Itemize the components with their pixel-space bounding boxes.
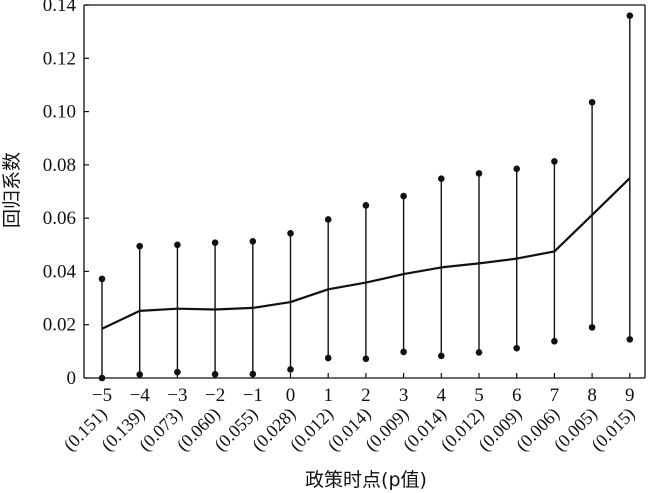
x-tick-label: −1: [243, 385, 263, 406]
upper-bound-point: [324, 216, 332, 223]
lower-bound-point: [475, 349, 483, 356]
lower-bound-point: [324, 354, 332, 362]
x-tick-label: −4: [130, 385, 151, 406]
x-tick-label: 1: [323, 385, 333, 406]
y-tick-label: 0.06: [43, 208, 76, 229]
upper-bound-point: [287, 230, 294, 237]
lower-bound-point: [400, 348, 407, 356]
upper-bound-point: [211, 239, 219, 246]
coefficient-line: [101, 177, 631, 330]
y-tick-label: 0.02: [43, 315, 76, 336]
lower-bound-point: [98, 374, 106, 382]
coefficient-series-line: [101, 177, 631, 330]
y-tick-label: 0.04: [43, 261, 77, 282]
lower-bound-point: [588, 324, 596, 331]
lower-bound-point: [174, 368, 181, 376]
p-value-label: (0.015): [587, 404, 639, 456]
y-tick-label: 0.08: [43, 155, 76, 176]
error-bars: [98, 12, 634, 382]
y-tick-label: 0.12: [43, 48, 76, 69]
x-tick-label: −5: [92, 385, 112, 406]
plot-frame: [83, 4, 646, 379]
upper-bound-point: [438, 175, 445, 183]
upper-bound-point: [475, 170, 483, 177]
x-tick-label: 0: [286, 385, 296, 406]
y-axis-title: 回归系数: [1, 152, 23, 228]
upper-bound-point: [588, 98, 596, 106]
x-tick-label: 5: [474, 385, 484, 406]
x-tick-label: 2: [361, 385, 371, 406]
lower-bound-point: [287, 366, 294, 373]
y-tick-label: 0.14: [43, 0, 77, 16]
upper-bound-point: [513, 165, 520, 173]
upper-bound-point: [551, 158, 558, 165]
lower-bound-point: [551, 337, 558, 345]
lower-bound-point: [626, 336, 634, 343]
upper-bound-point: [136, 242, 143, 250]
x-tick-label: −3: [167, 385, 187, 406]
x-tick-label: 6: [512, 385, 522, 406]
x-tick-label: −2: [205, 385, 225, 406]
upper-bound-point: [362, 202, 370, 209]
upper-bound-point: [626, 12, 634, 19]
upper-bound-point: [98, 275, 106, 283]
x-tick-label: 8: [587, 385, 597, 406]
x-tick-label: 7: [550, 385, 560, 406]
x-tick-label: 4: [437, 385, 447, 406]
lower-bound-point: [136, 371, 143, 378]
y-tick-label: 0.10: [43, 102, 76, 123]
x-tick-label: 9: [625, 385, 635, 406]
upper-bound-point: [174, 241, 181, 249]
x-axis-title: 政策时点(p值): [305, 469, 427, 491]
lower-bound-point: [211, 370, 219, 378]
lower-bound-point: [362, 355, 370, 363]
lower-bound-point: [249, 370, 257, 378]
x-tick-label: 3: [399, 385, 409, 406]
y-tick-label: 0: [67, 368, 77, 389]
upper-bound-point: [400, 192, 407, 200]
x-axis: −5(0.151)−4(0.139)−3(0.073)−2(0.060)−1(0…: [60, 373, 639, 456]
lower-bound-point: [513, 344, 520, 352]
lower-bound-point: [438, 352, 445, 360]
upper-bound-point: [249, 238, 257, 245]
y-axis: 0 0.02 0.04 0.06 0.08 0.10 0.12 0.14: [43, 0, 89, 389]
